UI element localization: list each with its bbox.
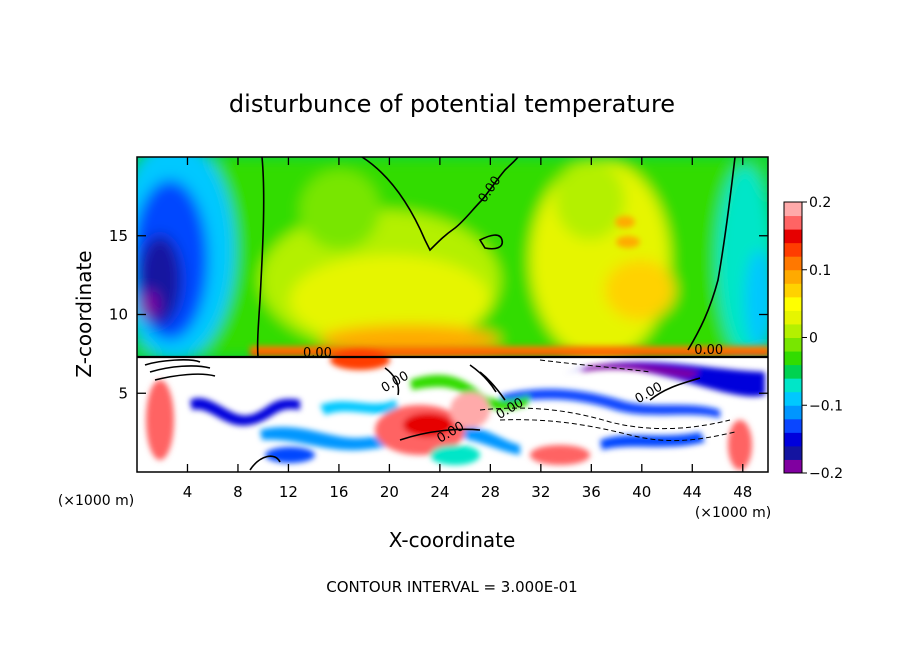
- colorbar-swatch: [784, 391, 802, 406]
- y-axis-ticks: 5 10 15: [109, 227, 768, 402]
- colorbar-swatch: [784, 323, 802, 338]
- contour-lines: [137, 157, 768, 471]
- colorbar-swatch: [784, 432, 802, 447]
- x-unit-left: (×1000 m): [58, 493, 134, 509]
- colorbar-tick-label: 0.1: [809, 263, 831, 279]
- x-tick-label: 44: [683, 483, 702, 501]
- x-tick-label: 20: [380, 483, 399, 501]
- colorbar-swatch: [784, 296, 802, 311]
- colorbar-tick-label: −0.2: [809, 466, 843, 482]
- colorbar-swatch: [784, 364, 802, 379]
- dashed-contours: [479, 359, 736, 442]
- contour-interval-footer: CONTOUR INTERVAL = 3.000E-01: [326, 578, 577, 596]
- x-axis-ticks: 4 8 12 16 20 24 28 32 36 40 44 48: [183, 157, 752, 501]
- colorbar-tick-label: 0.2: [809, 195, 831, 211]
- colorbar-swatch: [784, 215, 802, 230]
- colorbar-swatch: [784, 202, 802, 217]
- x-tick-label: 28: [481, 483, 500, 501]
- colorbar-swatch: [784, 242, 802, 257]
- x-tick-label: 48: [733, 483, 752, 501]
- y-tick-label: 10: [109, 306, 128, 324]
- colorbar-swatch: [784, 351, 802, 366]
- colorbar-swatch: [784, 418, 802, 433]
- chart-title: disturbunce of potential temperature: [229, 90, 675, 118]
- contour-label: 0.00: [303, 346, 332, 361]
- x-tick-label: 36: [582, 483, 601, 501]
- colorbar-swatch: [784, 229, 802, 244]
- colorbar-swatch: [784, 310, 802, 325]
- colorbar-swatch: [784, 256, 802, 271]
- x-tick-label: 40: [632, 483, 651, 501]
- y-tick-label: 15: [109, 227, 128, 245]
- colorbar-swatch: [784, 445, 802, 460]
- contour-label: 0.00: [694, 343, 723, 358]
- x-tick-label: 8: [233, 483, 243, 501]
- colorbar-tick-label: −0.1: [809, 398, 843, 414]
- colorbar-swatch: [784, 337, 802, 352]
- x-tick-label: 24: [430, 483, 449, 501]
- colorbar-swatch: [784, 459, 802, 474]
- colorbar-tick-label: 0: [809, 331, 818, 347]
- lower-field: [146, 350, 765, 470]
- upper-field: [137, 157, 768, 360]
- colorbar-swatch: [784, 378, 802, 393]
- x-axis-label: X-coordinate: [389, 528, 516, 552]
- colorbar-swatch: [784, 283, 802, 298]
- x-tick-label: 12: [279, 483, 298, 501]
- x-unit-right: (×1000 m): [695, 505, 771, 521]
- colorbar-swatch: [784, 269, 802, 284]
- colorbar: 0.2 0.1 0 −0.1 −0.2: [783, 195, 843, 482]
- x-tick-label: 4: [183, 483, 193, 501]
- x-tick-label: 32: [531, 483, 550, 501]
- x-tick-label: 16: [329, 483, 348, 501]
- plot-area: [137, 157, 768, 472]
- y-tick-label: 5: [118, 384, 128, 402]
- colorbar-swatch: [784, 405, 802, 420]
- interface-band: [250, 216, 768, 356]
- y-axis-label: Z-coordinate: [72, 250, 96, 377]
